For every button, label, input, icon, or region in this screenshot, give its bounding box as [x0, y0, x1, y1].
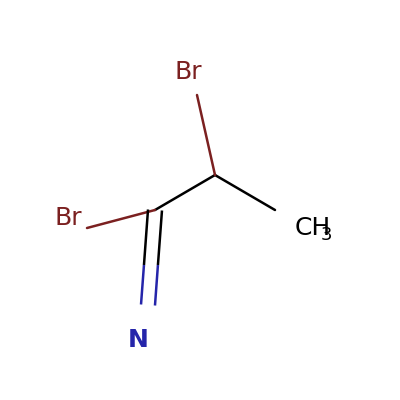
Text: Br: Br — [174, 60, 202, 84]
Text: CH: CH — [295, 216, 331, 240]
Text: 3: 3 — [321, 226, 332, 244]
Text: Br: Br — [54, 206, 82, 230]
Text: N: N — [128, 328, 148, 352]
